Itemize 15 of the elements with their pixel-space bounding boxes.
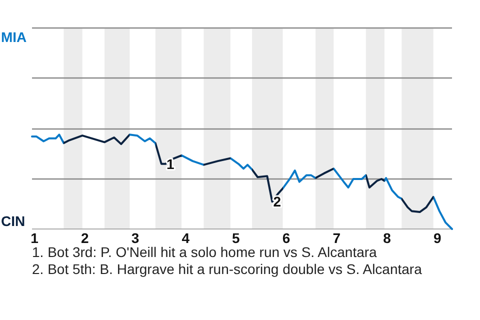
text: 1. Bot 3rd: P. O'Neill hit a solo home run vs S. Alcantara xyxy=(32,244,378,260)
x-tick-label: 9 xyxy=(433,230,442,246)
annotation: 1 xyxy=(166,156,174,172)
text: CIN xyxy=(1,213,26,229)
x-tick-label: 5 xyxy=(232,230,240,246)
text: MIA xyxy=(1,29,27,45)
x-tick-label: 2 xyxy=(80,230,89,246)
x-tick-label: 8 xyxy=(383,230,392,246)
x-tick-label: 1 xyxy=(30,230,39,246)
x-tick-label: 7 xyxy=(332,230,341,246)
x-tick-label: 4 xyxy=(182,230,190,246)
text: 2. Bot 5th: B. Hargrave hit a run-scoring double vs S. Alcantara xyxy=(32,261,422,277)
x-tick-label: 3 xyxy=(131,230,140,246)
x-tick-label: 6 xyxy=(282,230,290,246)
annotation: 2 xyxy=(273,194,282,210)
